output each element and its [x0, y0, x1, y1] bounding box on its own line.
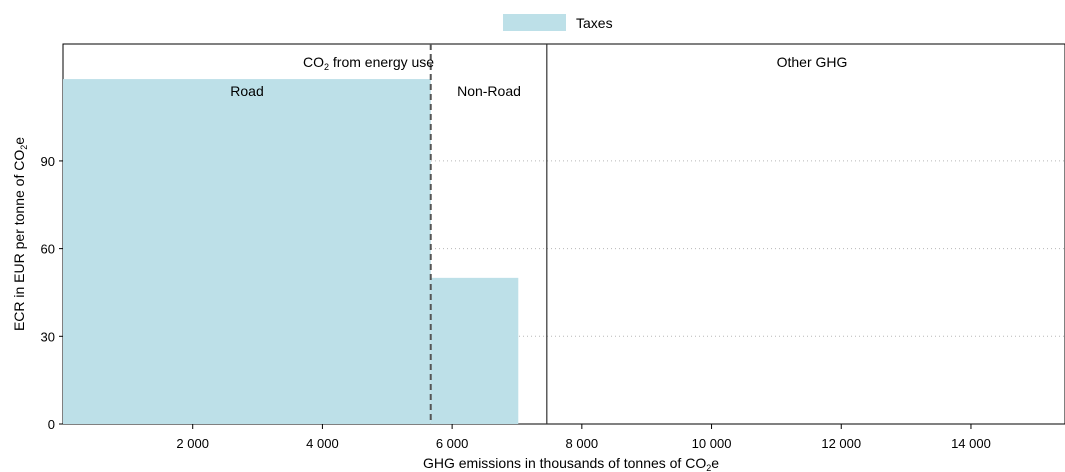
- plot-area: 0 30 60 90 2 000 4 000 6 000 8 000 10 000 12 000…: [41, 43, 1065, 451]
- legend: Taxes: [503, 14, 613, 31]
- bar-road: [63, 79, 431, 425]
- divider-layer: [429, 44, 548, 424]
- x-tick-layer: 2 000 4 000 6 000 8 000 10 000 12 000 14 000: [176, 424, 991, 451]
- bar-non-road: [430, 277, 519, 424]
- x-tick-label: 6 000: [436, 436, 469, 451]
- x-tick-label: 12 000: [821, 436, 861, 451]
- y-tick-layer: 0 30 60 90: [41, 154, 63, 432]
- y-tick-label: 60: [41, 242, 55, 257]
- y-tick-label: 90: [41, 154, 55, 169]
- region-label-other-ghg: Other GHG: [777, 54, 848, 70]
- x-axis-title: GHG emissions in thousands of tonnes of …: [423, 455, 719, 472]
- legend-swatch-taxes: [503, 14, 566, 31]
- x-tick-label: 2 000: [176, 436, 209, 451]
- y-axis-title: ECR in EUR per tonne of CO2e: [11, 137, 29, 331]
- x-tick-label: 10 000: [692, 436, 732, 451]
- region-label-co2-energy: CO2 from energy use: [303, 54, 434, 72]
- grid-layer: [63, 160, 1065, 337]
- legend-label-taxes: Taxes: [576, 15, 613, 31]
- segment-label-road: Road: [230, 83, 263, 99]
- segment-label-non-road: Non-Road: [457, 83, 521, 99]
- y-tick-label: 30: [41, 329, 55, 344]
- bar-layer: [63, 79, 519, 425]
- x-tick-label: 14 000: [951, 436, 991, 451]
- x-tick-label: 8 000: [566, 436, 599, 451]
- x-tick-label: 4 000: [306, 436, 339, 451]
- y-tick-label: 0: [48, 417, 55, 432]
